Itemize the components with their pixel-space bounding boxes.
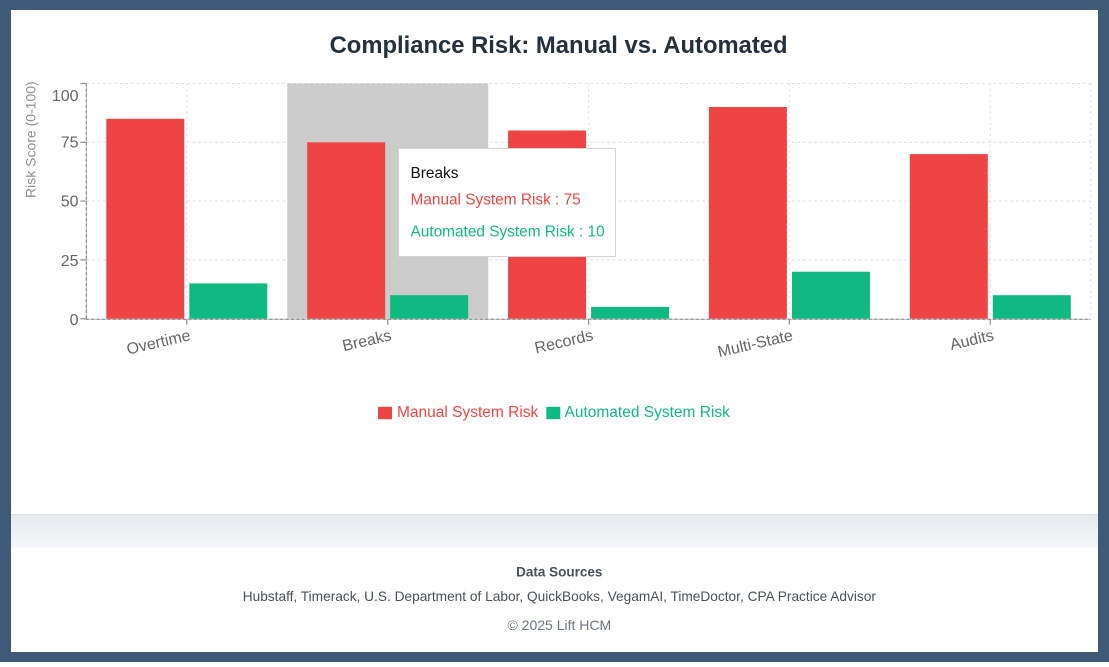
svg-text:25: 25 [61,253,79,270]
svg-text:© 2025 Lift HCM: © 2025 Lift HCM [507,617,611,633]
svg-text:Manual System Risk: Manual System Risk [397,404,539,421]
svg-text:Hubstaff, Timerack, U.S. Depar: Hubstaff, Timerack, U.S. Department of L… [243,589,877,604]
svg-text:Automated System Risk : 10: Automated System Risk : 10 [411,223,605,240]
svg-text:Risk Score (0-100): Risk Score (0-100) [23,81,39,198]
svg-text:Breaks: Breaks [411,165,459,182]
svg-text:Automated System Risk: Automated System Risk [565,404,731,421]
svg-text:75: 75 [61,135,79,152]
svg-text:Data Sources: Data Sources [516,565,602,580]
svg-text:50: 50 [61,194,79,211]
svg-text:100: 100 [52,88,79,105]
svg-text:Compliance Risk: Manual vs. Au: Compliance Risk: Manual vs. Automated [330,32,788,59]
svg-text:Manual System Risk : 75: Manual System Risk : 75 [411,191,581,208]
svg-text:0: 0 [70,312,79,329]
